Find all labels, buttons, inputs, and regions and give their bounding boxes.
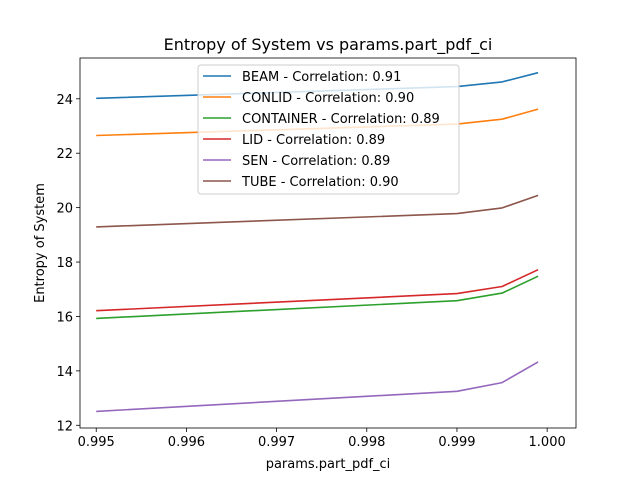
legend-entry: TUBE - Correlation: 0.90 — [241, 175, 399, 190]
y-axis-title: Entropy of System — [33, 183, 48, 303]
legend-entry: BEAM - Correlation: 0.91 — [242, 70, 401, 85]
y-tick-label: 16 — [56, 310, 73, 325]
x-tick-label: 1.000 — [529, 435, 566, 450]
chart-title: Entropy of System vs params.part_pdf_ci — [164, 35, 493, 55]
axis-ticks: 0.995 0.996 0.997 0.998 0.999 1.000 12 14 16 18 20… — [56, 93, 565, 450]
y-tick-label: 24 — [56, 93, 73, 108]
series-line — [96, 268, 539, 312]
y-tick-label: 22 — [56, 147, 73, 162]
x-tick-label: 0.997 — [258, 435, 295, 450]
x-tick-label: 0.996 — [168, 435, 205, 450]
y-tick-label: 14 — [56, 365, 73, 380]
x-tick-label: 0.999 — [438, 435, 475, 450]
y-tick-label: 12 — [56, 419, 73, 434]
legend-entry: CONLID - Correlation: 0.90 — [242, 91, 414, 106]
series-line — [96, 194, 539, 228]
x-tick-label: 0.998 — [348, 435, 385, 450]
legend-entry: SEN - Correlation: 0.89 — [242, 154, 390, 169]
y-tick-label: 18 — [56, 256, 73, 271]
legend: BEAM - Correlation: 0.91 CONLID - Correla… — [197, 64, 460, 195]
x-axis-title: params.part_pdf_ci — [266, 457, 391, 472]
legend-entry: LID - Correlation: 0.89 — [242, 133, 385, 148]
legend-box — [197, 64, 460, 195]
x-tick-label: 0.995 — [78, 435, 115, 450]
axes-frame — [79, 57, 577, 429]
series-line — [96, 275, 539, 320]
legend-entry: CONTAINER - Correlation: 0.89 — [242, 112, 440, 127]
series-line — [96, 361, 539, 413]
y-tick-label: 20 — [56, 202, 73, 217]
